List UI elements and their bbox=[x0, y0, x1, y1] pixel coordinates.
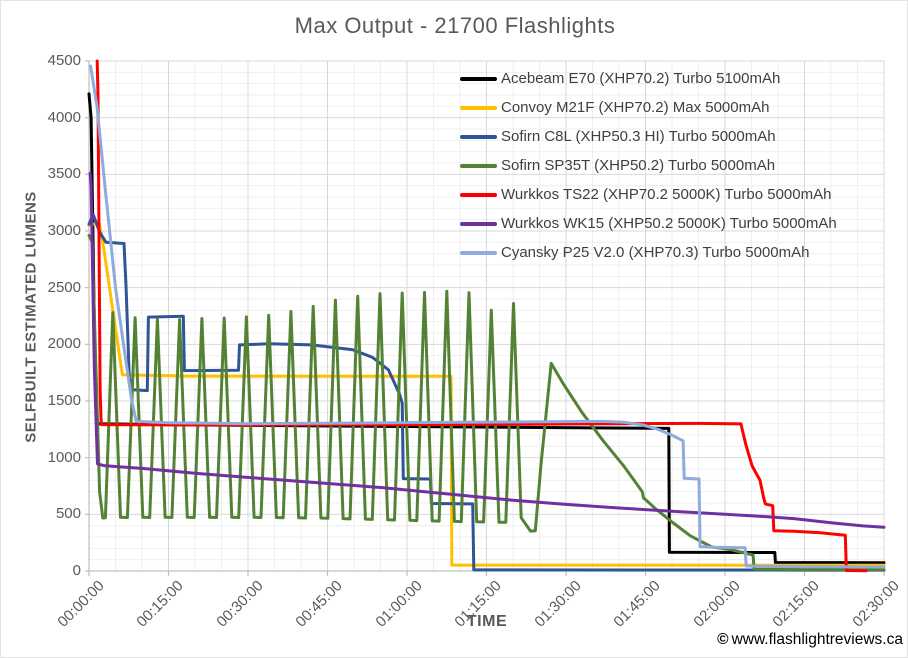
legend-swatch bbox=[460, 192, 497, 197]
legend-label: Sofirn SP35T (XHP50.2) Turbo 5000mAh bbox=[501, 157, 776, 174]
series-line-wurkkos-ts22-xhp70-2-5000k-turbo-5000mah bbox=[95, 59, 868, 573]
watermark-text: www.flashlightreviews.ca bbox=[731, 631, 903, 648]
legend-item: Acebeam E70 (XHP70.2) Turbo 5100mAh bbox=[460, 64, 837, 93]
series-line-sofirn-sp35t-xhp50-2-turbo-5000mah bbox=[87, 234, 886, 572]
legend-swatch bbox=[460, 163, 497, 168]
copyright-icon: © bbox=[717, 631, 729, 648]
y-tick-label: 1000 bbox=[47, 448, 81, 466]
legend-swatch bbox=[460, 134, 497, 139]
legend-label: Acebeam E70 (XHP70.2) Turbo 5100mAh bbox=[501, 70, 781, 87]
x-axis-title: TIME bbox=[466, 613, 508, 630]
legend-swatch bbox=[460, 76, 497, 81]
legend-item: Wurkkos WK15 (XHP50.2 5000K) Turbo 5000m… bbox=[460, 209, 837, 238]
y-tick-label: 3000 bbox=[47, 222, 81, 239]
y-tick-label: 4000 bbox=[47, 108, 81, 126]
series-line-cyansky-p25-v2-0-xhp70-3-turbo-5000mah bbox=[89, 64, 886, 569]
y-tick-label: 1500 bbox=[47, 392, 81, 409]
legend-swatch bbox=[460, 221, 497, 226]
legend-label: Cyansky P25 V2.0 (XHP70.3) Turbo 5000mAh bbox=[501, 244, 810, 261]
chart-legend: Acebeam E70 (XHP70.2) Turbo 5100mAh Convo… bbox=[460, 64, 837, 267]
legend-item: Convoy M21F (XHP70.2) Max 5000mAh bbox=[460, 93, 837, 122]
y-axis-title: SELFBUILT ESTIMATED LUMENS bbox=[22, 191, 40, 443]
legend-item: Sofirn C8L (XHP50.3 HI) Turbo 5000mAh bbox=[460, 122, 837, 151]
watermark: © www.flashlightreviews.ca bbox=[717, 631, 903, 649]
series-lines bbox=[87, 59, 886, 573]
legend-swatch bbox=[460, 105, 497, 110]
legend-item: Sofirn SP35T (XHP50.2) Turbo 5000mAh bbox=[460, 151, 837, 180]
legend-item: Cyansky P25 V2.0 (XHP70.3) Turbo 5000mAh bbox=[460, 238, 837, 267]
legend-label: Convoy M21F (XHP70.2) Max 5000mAh bbox=[501, 99, 770, 116]
y-tick-label: 2500 bbox=[47, 278, 81, 296]
legend-label: Wurkkos WK15 (XHP50.2 5000K) Turbo 5000m… bbox=[501, 215, 837, 232]
y-tick-label: 3500 bbox=[47, 165, 81, 183]
legend-label: Wurkkos TS22 (XHP70.2 5000K) Turbo 5000m… bbox=[501, 186, 832, 203]
y-tick-label: 2000 bbox=[47, 335, 81, 353]
series-line-wurkkos-wk15-xhp50-2-5000k-turbo-5000mah bbox=[88, 171, 886, 529]
legend-item: Wurkkos TS22 (XHP70.2 5000K) Turbo 5000m… bbox=[460, 180, 837, 209]
y-tick-label: 0 bbox=[72, 562, 81, 579]
legend-swatch bbox=[460, 250, 497, 255]
legend-label: Sofirn C8L (XHP50.3 HI) Turbo 5000mAh bbox=[501, 128, 776, 145]
y-tick-label: 4500 bbox=[47, 52, 81, 69]
series-line-sofirn-c8l-xhp50-3-hi-turbo-5000mah bbox=[87, 213, 886, 572]
chart-title: Max Output - 21700 Flashlights bbox=[294, 13, 616, 38]
y-tick-label: 500 bbox=[55, 505, 81, 523]
